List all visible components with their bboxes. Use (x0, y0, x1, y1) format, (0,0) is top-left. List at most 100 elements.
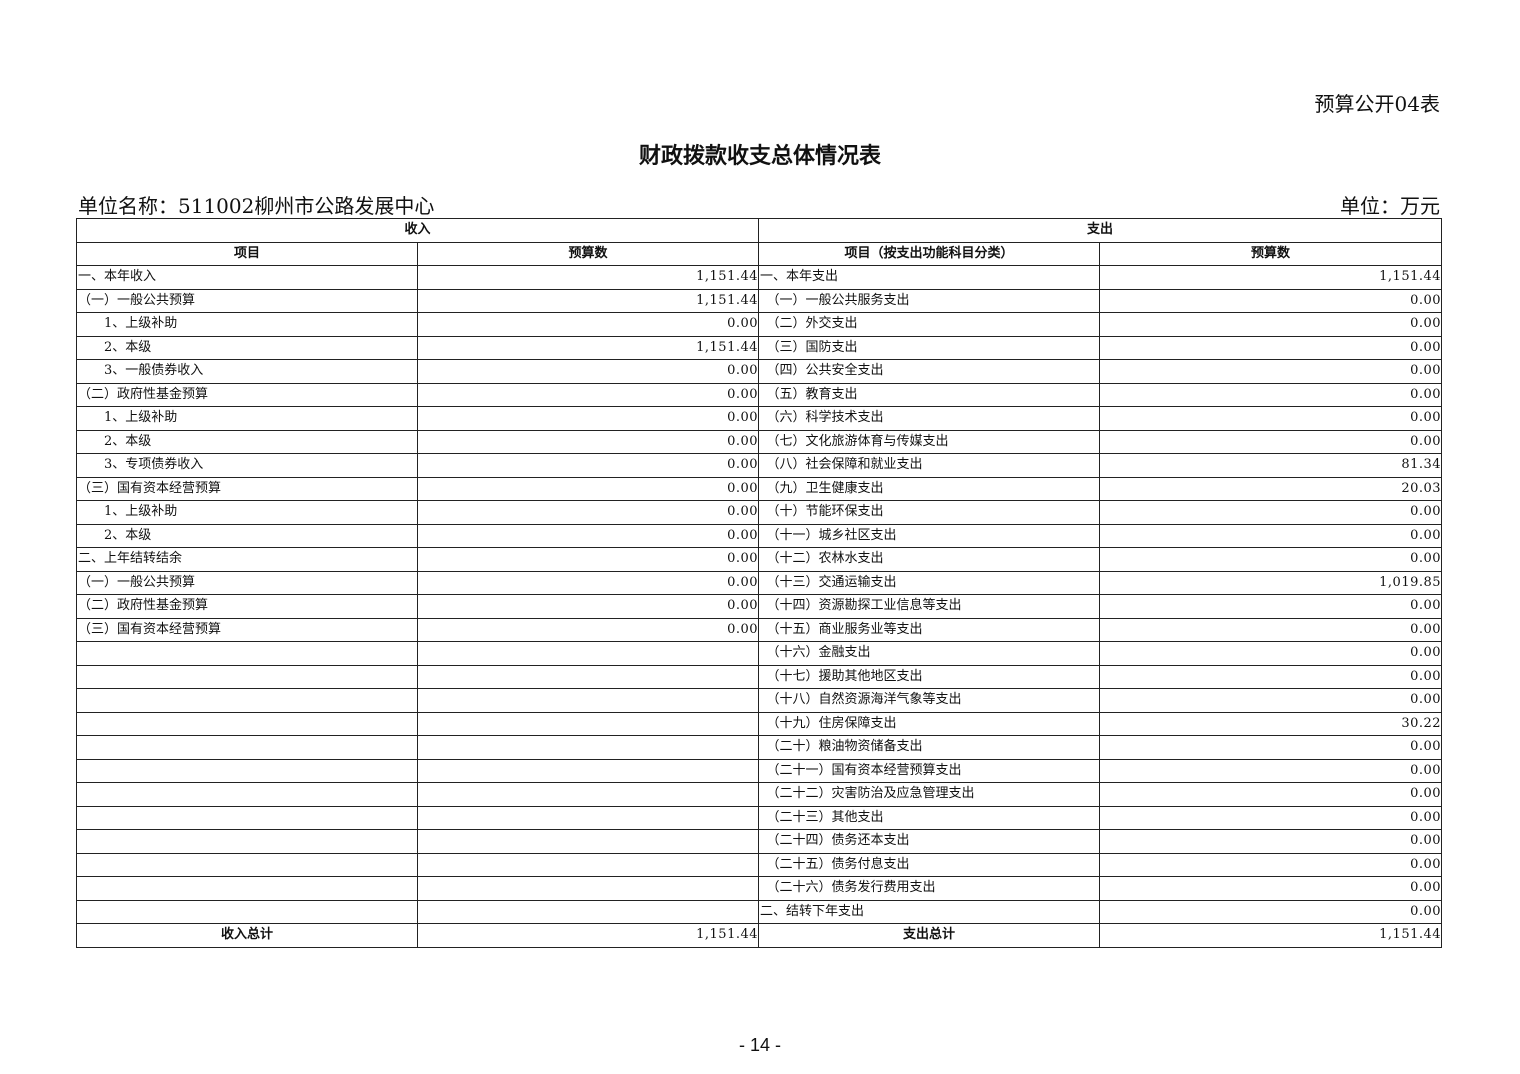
income-amount: 1,151.44 (416, 335, 760, 360)
income-amount (416, 664, 760, 689)
expense-item: （十五）商业服务业等支出 (758, 617, 1101, 642)
income-item: 2、本级 (76, 429, 418, 454)
expense-item: （十）节能环保支出 (758, 500, 1101, 525)
income-item: 2、本级 (76, 523, 418, 548)
income-item-header: 项目 (76, 241, 418, 266)
expense-amount: 0.00 (1099, 805, 1443, 830)
income-amount: 0.00 (416, 476, 760, 501)
income-amount: 0.00 (416, 500, 760, 525)
expense-item: （九）卫生健康支出 (758, 476, 1101, 501)
table-row: 1、上级补助 0.00 （六）科学技术支出 0.00 (76, 406, 1443, 431)
expense-amount: 0.00 (1099, 406, 1443, 431)
header-row-columns: 项目 预算数 项目（按支出功能科目分类） 预算数 (76, 241, 1443, 266)
income-item (76, 899, 418, 924)
expense-amount: 0.00 (1099, 641, 1443, 666)
expense-amount: 0.00 (1099, 829, 1443, 854)
expense-amount: 0.00 (1099, 688, 1443, 713)
expense-amount: 0.00 (1099, 735, 1443, 760)
income-item: （一）一般公共预算 (76, 288, 418, 313)
form-code: 预算公开04表 (1314, 92, 1440, 116)
table-row: 3、专项债券收入 0.00 （八）社会保障和就业支出 81.34 (76, 453, 1443, 478)
table-row: 二、结转下年支出 0.00 (76, 899, 1443, 924)
income-amount (416, 758, 760, 783)
expense-item: （十八）自然资源海洋气象等支出 (758, 688, 1101, 713)
income-amount (416, 711, 760, 736)
income-item: 3、专项债券收入 (76, 453, 418, 478)
income-amount: 0.00 (416, 382, 760, 407)
income-item (76, 876, 418, 901)
budget-table: 收入 支出 项目 预算数 项目（按支出功能科目分类） 预算数 一、本年收入 1,1… (75, 218, 1443, 948)
income-item: （二）政府性基金预算 (76, 382, 418, 407)
expense-amount: 0.00 (1099, 547, 1443, 572)
expense-item: （二十六）债务发行费用支出 (758, 876, 1101, 901)
expense-item: （十四）资源勘探工业信息等支出 (758, 594, 1101, 619)
income-item (76, 829, 418, 854)
expense-amount: 0.00 (1099, 429, 1443, 454)
income-amount: 0.00 (416, 453, 760, 478)
income-header: 收入 (75, 218, 760, 243)
table-row: 一、本年收入 1,151.44 一、本年支出 1,151.44 (76, 265, 1443, 290)
expense-item: （二十五）债务付息支出 (758, 852, 1101, 877)
expense-item: （十一）城乡社区支出 (758, 523, 1101, 548)
expense-item: （十九）住房保障支出 (758, 711, 1101, 736)
expense-total-value: 1,151.44 (1099, 923, 1443, 948)
income-item: （二）政府性基金预算 (76, 594, 418, 619)
income-item (76, 852, 418, 877)
expense-item: （十六）金融支出 (758, 641, 1101, 666)
table-row: （二）政府性基金预算 0.00 （五）教育支出 0.00 (76, 382, 1443, 407)
expense-amount: 0.00 (1099, 899, 1443, 924)
table-row: （二十一）国有资本经营预算支出 0.00 (76, 758, 1443, 783)
table-row: （十八）自然资源海洋气象等支出 0.00 (76, 688, 1443, 713)
income-item: 3、一般债券收入 (76, 359, 418, 384)
expense-amount: 0.00 (1099, 782, 1443, 807)
page-title: 财政拨款收支总体情况表 (638, 143, 881, 169)
income-amount (416, 899, 760, 924)
income-item: 二、上年结转结余 (76, 547, 418, 572)
expense-amount: 20.03 (1099, 476, 1443, 501)
income-item (76, 688, 418, 713)
income-item: 1、上级补助 (76, 312, 418, 337)
income-amount: 0.00 (416, 547, 760, 572)
income-amount: 0.00 (416, 359, 760, 384)
expense-item: （十三）交通运输支出 (758, 570, 1101, 595)
expense-header: 支出 (758, 218, 1443, 243)
income-amount (416, 852, 760, 877)
expense-amount: 0.00 (1099, 523, 1443, 548)
table-row: （十九）住房保障支出 30.22 (76, 711, 1443, 736)
table-row: 1、上级补助 0.00 （十）节能环保支出 0.00 (76, 500, 1443, 525)
table-row: （十七）援助其他地区支出 0.00 (76, 664, 1443, 689)
table-row: 2、本级 0.00 （七）文化旅游体育与传媒支出 0.00 (76, 429, 1443, 454)
income-amount: 0.00 (416, 406, 760, 431)
expense-item: （二十二）灾害防治及应急管理支出 (758, 782, 1101, 807)
expense-item: （二十三）其他支出 (758, 805, 1101, 830)
expense-item: （六）科学技术支出 (758, 406, 1101, 431)
income-amount (416, 735, 760, 760)
income-item (76, 711, 418, 736)
table-row: （二十六）债务发行费用支出 0.00 (76, 876, 1443, 901)
table-row: （一）一般公共预算 0.00 （十三）交通运输支出 1,019.85 (76, 570, 1443, 595)
total-row: 收入总计 1,151.44 支出总计 1,151.44 (76, 923, 1443, 948)
expense-amount: 0.00 (1099, 876, 1443, 901)
header-row-group: 收入 支出 (75, 218, 1443, 243)
income-amount: 1,151.44 (416, 288, 760, 313)
expense-item: （十七）援助其他地区支出 (758, 664, 1101, 689)
income-item: 1、上级补助 (76, 500, 418, 525)
income-item: 1、上级补助 (76, 406, 418, 431)
expense-amount: 0.00 (1099, 664, 1443, 689)
table-row: （二）政府性基金预算 0.00 （十四）资源勘探工业信息等支出 0.00 (76, 594, 1443, 619)
currency-unit: 单位：万元 (1340, 194, 1440, 218)
table-row: （三）国有资本经营预算 0.00 （九）卫生健康支出 20.03 (76, 476, 1443, 501)
income-item: 一、本年收入 (76, 265, 418, 290)
expense-amount: 1,019.85 (1099, 570, 1443, 595)
expense-item: （三）国防支出 (758, 335, 1101, 360)
table-row: （二十三）其他支出 0.00 (76, 805, 1443, 830)
expense-item: （八）社会保障和就业支出 (758, 453, 1101, 478)
expense-amount: 30.22 (1099, 711, 1443, 736)
income-item (76, 782, 418, 807)
expense-amount: 0.00 (1099, 852, 1443, 877)
table-row: （二十二）灾害防治及应急管理支出 0.00 (76, 782, 1443, 807)
expense-amount: 0.00 (1099, 288, 1443, 313)
income-item (76, 805, 418, 830)
income-amount (416, 876, 760, 901)
income-total-value: 1,151.44 (416, 923, 760, 948)
